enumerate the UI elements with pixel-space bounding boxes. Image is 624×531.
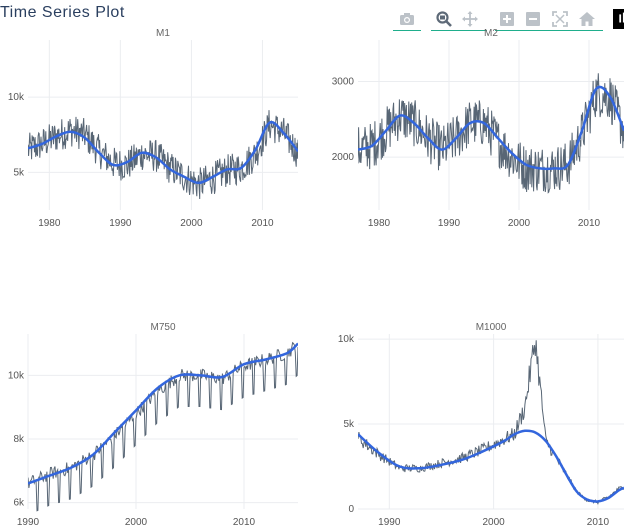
y-tick-label-m1000-2: 10k (338, 334, 355, 345)
x-tick-label-m2-1: 1990 (438, 218, 461, 229)
modebar-group-drag (431, 8, 487, 31)
y-tick-label-m1-0: 5k (13, 167, 25, 178)
series-raw-m1 (28, 110, 298, 200)
series-smooth-m750 (28, 342, 298, 485)
x-tick-label-m1-0: 1980 (38, 218, 61, 229)
y-tick-label-m2-1: 3000 (332, 77, 355, 88)
x-tick-label-m750-0: 1990 (17, 517, 40, 528)
subplot-m750: M750 1990 2000 2010 6k 8k 10k (8, 322, 298, 528)
x-tick-label-m1000-1: 2000 (482, 517, 505, 528)
zoom-out-icon[interactable] (524, 10, 542, 28)
pan-icon[interactable] (461, 10, 479, 28)
camera-icon[interactable] (398, 10, 416, 28)
y-tick-label-m750-0: 6k (13, 498, 25, 509)
x-tick-label-m2-2: 2000 (508, 218, 531, 229)
reset-axes-icon[interactable] (578, 10, 596, 28)
y-tick-label-m2-0: 2000 (332, 152, 355, 163)
series-raw-m2 (358, 73, 624, 194)
x-tick-label-m1000-0: 1990 (378, 517, 401, 528)
modebar-group-export (393, 8, 421, 31)
series-smooth-m1 (28, 120, 298, 185)
x-tick-label-m750-2: 2010 (233, 517, 256, 528)
x-tick-label-m1-3: 2010 (251, 218, 274, 229)
zoom-in-icon[interactable] (498, 10, 516, 28)
subplot-title-m2: M2 (484, 28, 498, 39)
subplot-title-m750: M750 (150, 322, 175, 333)
series-smooth-m2 (358, 85, 624, 171)
autoscale-icon[interactable] (551, 10, 569, 28)
plotly-logo-icon[interactable] (613, 9, 624, 29)
series-raw-m1000 (358, 340, 624, 505)
y-tick-label-m1000-0: 0 (348, 504, 354, 515)
y-tick-label-m750-1: 8k (13, 434, 25, 445)
subplot-title-m1: M1 (156, 28, 170, 39)
x-tick-label-m1-2: 2000 (180, 218, 203, 229)
page-title: Time Series Plot (0, 4, 125, 21)
x-tick-label-m2-3: 2010 (578, 218, 601, 229)
x-tick-label-m2-0: 1980 (368, 218, 391, 229)
modebar-group-zoom (495, 8, 603, 31)
subplot-title-m1000: M1000 (476, 322, 507, 333)
x-tick-label-m1000-2: 2010 (587, 517, 610, 528)
x-tick-label-m750-1: 2000 (125, 517, 148, 528)
zoom-icon[interactable] (435, 10, 453, 28)
y-tick-label-m1-1: 10k (8, 92, 25, 103)
x-tick-label-m1-1: 1990 (109, 218, 132, 229)
y-tick-label-m1000-1: 5k (343, 419, 355, 430)
series-smooth-m1000 (358, 429, 624, 503)
subplot-m1000: M1000 1990 2000 2010 0 5k 10k (338, 322, 624, 528)
subplot-m2: M2 1980 1990 2000 2010 2000 3000 (332, 28, 624, 229)
series-raw-m750 (28, 341, 298, 512)
subplot-m1: M1 1980 1990 2000 2010 5k 10k (8, 28, 298, 229)
y-tick-label-m750-2: 10k (8, 370, 25, 381)
